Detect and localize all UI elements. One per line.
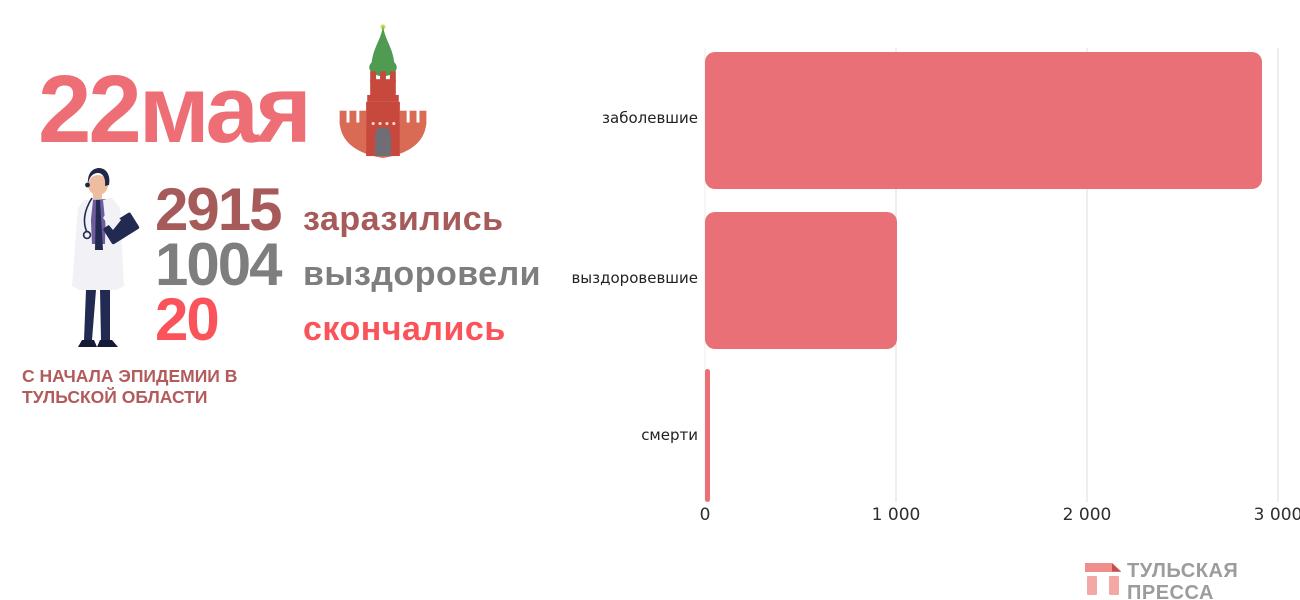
stat-row-deaths: 20 скончались: [155, 286, 541, 353]
gridline-3000: [1277, 48, 1279, 502]
recovered-count: 1004: [155, 231, 282, 298]
deaths-label: скончались: [303, 310, 506, 348]
stat-row-recovered: 1004 выздоровели: [155, 231, 542, 298]
tula-press-logo-icon: [1085, 563, 1121, 595]
x-tick-0: 0: [699, 505, 711, 525]
date-title: 22мая: [38, 56, 312, 163]
infected-label: заразились: [303, 200, 504, 238]
bar-recovered: [705, 212, 897, 349]
x-tick-3000: 3 000: [1253, 505, 1300, 525]
bar-chart: [704, 48, 1279, 502]
gridline-2000: [1086, 48, 1088, 502]
stats-block: 2915 заразились 1004 выздоровели 20 скон…: [155, 176, 542, 353]
kremlin-tower-icon: [339, 24, 427, 159]
stat-row-infected: 2915 заразились: [155, 176, 541, 243]
footnote-line-2: ТУЛЬСКОЙ ОБЛАСТИ: [22, 387, 208, 407]
doctor-illustration: [72, 168, 140, 347]
category-label-recovered: выздоровевшие: [571, 269, 698, 287]
bar-deaths: [705, 369, 711, 502]
deaths-count: 20: [155, 286, 220, 353]
publisher-logo: ТУЛЬСКАЯ ПРЕССА ЖИЗНЕННОВАЖНО: ЖИЗНЕННО,…: [1127, 560, 1300, 600]
bar-infected: [705, 52, 1262, 189]
footnote: С НАЧАЛА ЭПИДЕМИИ В ТУЛЬСКОЙ ОБЛАСТИ: [22, 366, 302, 408]
publisher-name: ТУЛЬСКАЯ ПРЕССА: [1127, 560, 1239, 600]
footnote-line-1: С НАЧАЛА ЭПИДЕМИИ В: [22, 366, 238, 386]
x-tick-2000: 2 000: [1062, 505, 1112, 525]
category-label-deaths: смерти: [641, 426, 698, 444]
infected-count: 2915: [155, 176, 282, 243]
x-tick-1000: 1 000: [871, 505, 921, 525]
category-label-infected: заболевшие: [602, 109, 698, 127]
recovered-label: выздоровели: [303, 255, 542, 293]
